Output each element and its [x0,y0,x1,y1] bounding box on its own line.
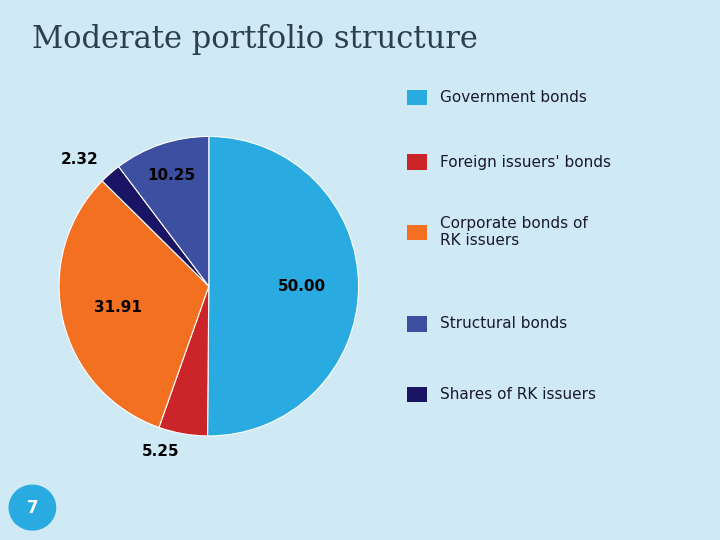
Text: 2.32: 2.32 [60,152,99,167]
Wedge shape [207,137,359,436]
Text: 5.25: 5.25 [142,444,180,459]
Text: 31.91: 31.91 [94,300,143,314]
Text: Corporate bonds of
RK issuers: Corporate bonds of RK issuers [440,216,588,248]
Text: 7: 7 [27,498,38,517]
Text: Government bonds: Government bonds [440,90,587,105]
Wedge shape [159,286,209,436]
Wedge shape [59,181,209,428]
Wedge shape [102,167,209,286]
Text: Moderate portfolio structure: Moderate portfolio structure [32,24,478,55]
Circle shape [9,485,55,530]
Wedge shape [119,137,209,286]
Text: Foreign issuers' bonds: Foreign issuers' bonds [440,154,611,170]
Text: 50.00: 50.00 [278,279,325,294]
Text: 10.25: 10.25 [148,168,196,183]
Text: Structural bonds: Structural bonds [440,316,567,332]
Text: Shares of RK issuers: Shares of RK issuers [440,387,596,402]
